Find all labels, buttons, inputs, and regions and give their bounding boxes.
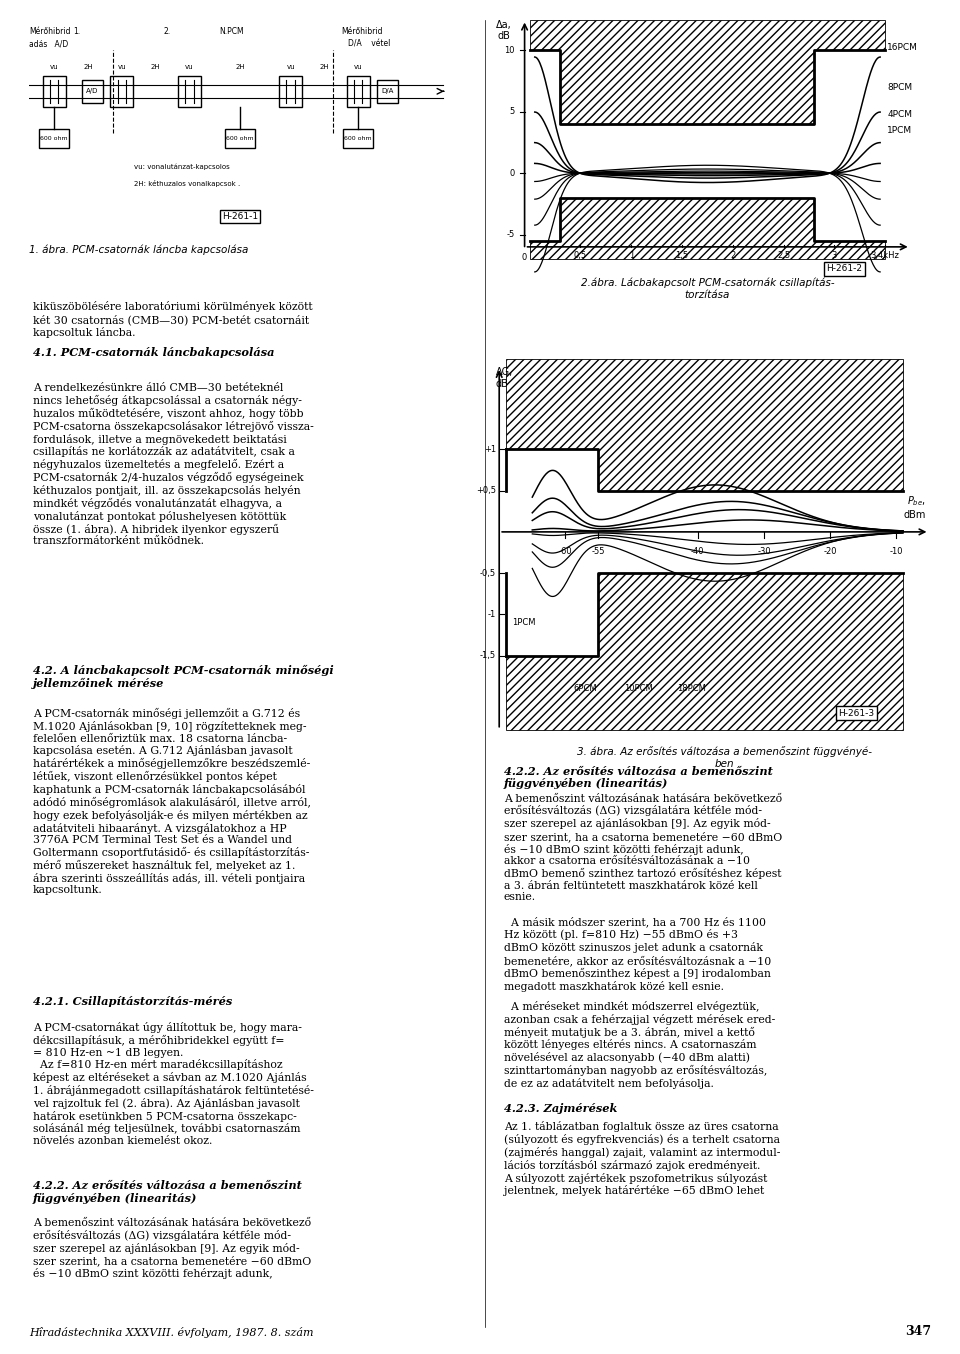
Text: 4PCM: 4PCM: [887, 110, 912, 119]
Text: kiküszöbölésére laboratóriumi körülmények között
két 30 csatornás (CMB—30) PCM-b: kiküszöbölésére laboratóriumi körülménye…: [33, 302, 313, 337]
Text: ΔG,
dB: ΔG, dB: [496, 367, 514, 389]
Bar: [82, 80, 103, 103]
Text: +0,5: +0,5: [476, 486, 496, 496]
Text: -60: -60: [559, 547, 572, 555]
Text: vu: vonalutánzat-kapcsolos: vu: vonalutánzat-kapcsolos: [134, 164, 230, 169]
Text: 2: 2: [731, 250, 735, 260]
Text: 5: 5: [509, 107, 515, 116]
Text: Mérőhibrid: Mérőhibrid: [29, 27, 70, 35]
Text: 2.ábra. Lácbakapcsolt PCM-csatornák csillapítás-
torzítása: 2.ábra. Lácbakapcsolt PCM-csatornák csil…: [581, 278, 834, 299]
Text: 2H: kéthuzalos vonalkapcsok .: 2H: kéthuzalos vonalkapcsok .: [134, 180, 241, 187]
Text: 4.2.3. Zajmérések: 4.2.3. Zajmérések: [504, 1104, 617, 1114]
Text: 4.1. PCM-csatornák láncbakapcsolása: 4.1. PCM-csatornák láncbakapcsolása: [33, 348, 275, 359]
Text: D/A    vétel: D/A vétel: [348, 39, 390, 49]
Text: 2,5: 2,5: [777, 250, 790, 260]
Text: 2H: 2H: [235, 64, 245, 69]
Text: A méréseket mindkét módszerrel elvégeztük,
azonban csak a fehérzajjal végzett mé: A méréseket mindkét módszerrel elvégeztü…: [504, 1001, 775, 1089]
Text: 18PCM: 18PCM: [677, 684, 706, 693]
Text: vu: vu: [286, 64, 295, 69]
Bar: [39, 129, 69, 148]
Text: 10: 10: [504, 46, 515, 56]
Text: 8PCM: 8PCM: [887, 83, 912, 92]
Text: Az 1. táblázatban foglaltuk össze az üres csatorna
(súlyozott és egyfrekvenciás): Az 1. táblázatban foglaltuk össze az üre…: [504, 1121, 780, 1197]
Bar: [377, 80, 398, 103]
Text: A PCM-csatornák minőségi jellemzőit a G.712 és
M.1020 Ajánlásokban [9, 10] rögzí: A PCM-csatornák minőségi jellemzőit a G.…: [33, 708, 311, 895]
Text: 4.2.2. Az erősítés változása a bemenőszint
függvényében (linearitás): 4.2.2. Az erősítés változása a bemenőszi…: [33, 1181, 301, 1204]
Text: $P_{be},$
dBm: $P_{be},$ dBm: [903, 494, 926, 520]
Text: -20: -20: [824, 547, 837, 555]
Text: A bemenőszint változásának hatására bekövetkező
erősítésváltozás (ΔG) vizsgálatá: A bemenőszint változásának hatására bekö…: [504, 793, 781, 902]
Text: vu: vu: [117, 64, 126, 69]
Text: vu: vu: [50, 64, 59, 69]
Text: N.PCM: N.PCM: [219, 27, 244, 35]
Bar: [226, 129, 254, 148]
Text: +1: +1: [484, 445, 496, 454]
Text: 2H: 2H: [320, 64, 329, 69]
Text: 0: 0: [522, 253, 527, 263]
Text: adás   A/D: adás A/D: [29, 39, 68, 49]
Text: 600 ohm: 600 ohm: [227, 135, 253, 141]
Text: -0,5: -0,5: [480, 569, 496, 578]
Text: -40: -40: [691, 547, 705, 555]
Text: vu: vu: [354, 64, 363, 69]
Text: Mérőhibrid: Mérőhibrid: [342, 27, 383, 35]
Text: 3: 3: [831, 250, 837, 260]
Text: -1: -1: [488, 609, 496, 619]
Text: 16PCM: 16PCM: [887, 43, 918, 53]
Text: 6PCM: 6PCM: [573, 684, 597, 693]
Text: 1PCM: 1PCM: [513, 617, 536, 627]
Text: A rendelkezésünkre álló CMB—30 betéteknél
nincs lehetőség átkapcsolással a csato: A rendelkezésünkre álló CMB—30 betétekné…: [33, 383, 314, 546]
Bar: [347, 76, 370, 107]
Bar: [42, 76, 65, 107]
Text: 600 ohm: 600 ohm: [40, 135, 68, 141]
Text: Δa,
dB: Δa, dB: [496, 20, 512, 41]
Text: -30: -30: [757, 547, 771, 555]
Text: 3,4kHz: 3,4kHz: [871, 250, 900, 260]
Text: 2.: 2.: [164, 27, 171, 35]
Text: H-261-2: H-261-2: [827, 264, 863, 274]
Text: 2H: 2H: [84, 64, 93, 69]
Text: -10: -10: [890, 547, 903, 555]
Text: A/D: A/D: [86, 88, 98, 95]
Text: 600 ohm: 600 ohm: [345, 135, 372, 141]
Text: 2H: 2H: [151, 64, 160, 69]
Text: A bemenőszint változásának hatására bekövetkező
erősítésváltozás (ΔG) vizsgálatá: A bemenőszint változásának hatására bekö…: [33, 1219, 311, 1280]
Text: 4.2.2. Az erősítés változása a bemenőszint
függvényében (linearitás): 4.2.2. Az erősítés változása a bemenőszi…: [504, 765, 773, 789]
Text: 3. ábra. Az erősítés változása a bemenőszint függvényé-
ben: 3. ábra. Az erősítés változása a bemenős…: [577, 746, 872, 769]
Text: vu: vu: [185, 64, 194, 69]
Text: A PCM-csatornákat úgy állítottuk be, hogy mara-
dékcsillapításuk, a mérőhibridek: A PCM-csatornákat úgy állítottuk be, hog…: [33, 1022, 314, 1145]
Bar: [344, 129, 373, 148]
Text: 1,5: 1,5: [676, 250, 688, 260]
Text: A másik módszer szerint, ha a 700 Hz és 1100
Hz között (pl. f=810 Hz) −55 dBmO é: A másik módszer szerint, ha a 700 Hz és …: [504, 917, 771, 991]
Text: -1,5: -1,5: [480, 651, 496, 659]
Text: H-261-1: H-261-1: [222, 213, 258, 221]
Text: 1.: 1.: [73, 27, 81, 35]
Text: -55: -55: [591, 547, 605, 555]
Text: 1PCM: 1PCM: [887, 126, 912, 134]
Text: 10PCM: 10PCM: [624, 684, 653, 693]
Text: D/A: D/A: [382, 88, 394, 95]
Bar: [110, 76, 133, 107]
Text: -5: -5: [506, 230, 515, 240]
Text: 1: 1: [629, 250, 634, 260]
Text: 0,5: 0,5: [574, 250, 587, 260]
Text: 0: 0: [509, 169, 515, 177]
Text: 347: 347: [905, 1324, 931, 1338]
Text: H-261-3: H-261-3: [838, 708, 875, 718]
Bar: [178, 76, 201, 107]
Text: 4.2. A láncbakapcsolt PCM-csatornák minőségi
jellemzőinek mérése: 4.2. A láncbakapcsolt PCM-csatornák minő…: [33, 665, 334, 689]
Text: 4.2.1. Csillapítástorzítás-mérés: 4.2.1. Csillapítástorzítás-mérés: [33, 997, 232, 1007]
Text: Hîradástechnika XXXVIII. évfolyam, 1987. 8. szám: Hîradástechnika XXXVIII. évfolyam, 1987.…: [29, 1327, 313, 1338]
Bar: [279, 76, 302, 107]
Text: 1. ábra. PCM-csatornák láncba kapcsolása: 1. ábra. PCM-csatornák láncba kapcsolása: [29, 245, 249, 255]
